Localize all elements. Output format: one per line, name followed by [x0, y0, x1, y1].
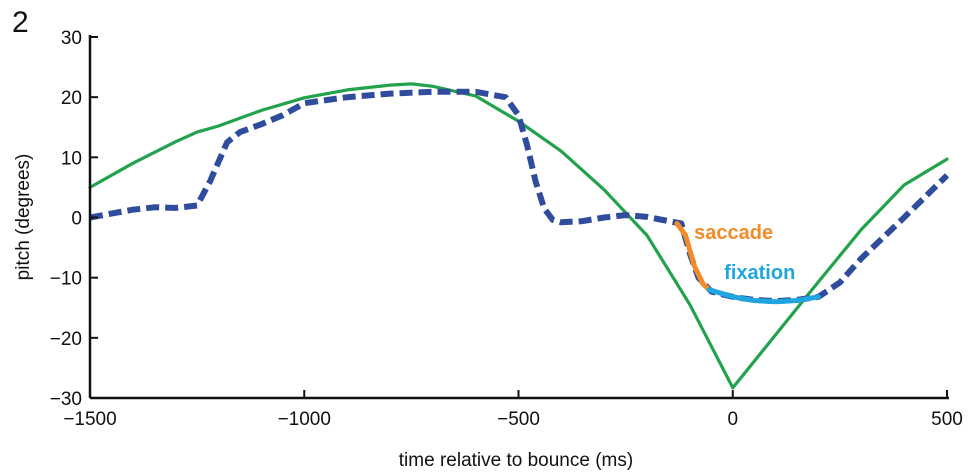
- x-axis-label: time relative to bounce (ms): [399, 450, 633, 471]
- saccade-annotation: saccade: [694, 222, 773, 244]
- axes: [88, 35, 949, 400]
- panel-label: 2: [12, 6, 29, 39]
- y-tick-label: 10: [61, 148, 82, 169]
- x-tick-label: 0: [727, 409, 738, 430]
- y-tick-label: 30: [61, 28, 82, 49]
- y-tick-label: 20: [61, 88, 82, 109]
- ticks: −1500 −1000 −500 0 500 −30 −20 −10 0 10 20 30: [50, 28, 963, 430]
- x-tick-label: −1500: [63, 409, 116, 430]
- y-axis-label: pitch (degrees): [13, 154, 34, 281]
- x-tick-label: −500: [497, 409, 540, 430]
- plot-area: [88, 82, 950, 390]
- x-tick-label: 500: [931, 409, 963, 430]
- y-tick-label: −20: [50, 329, 82, 350]
- fixation-annotation: fixation: [724, 262, 795, 284]
- series-line-1: [88, 82, 949, 390]
- y-tick-label: −30: [50, 389, 82, 410]
- x-tick-label: −1000: [278, 409, 331, 430]
- series-line-4: [706, 287, 821, 305]
- series-line-2: [89, 88, 950, 305]
- y-tick-label: 0: [71, 209, 82, 230]
- y-tick-label: −10: [50, 269, 82, 290]
- annotations: saccade fixation: [694, 222, 795, 284]
- series-line-3: [674, 221, 712, 293]
